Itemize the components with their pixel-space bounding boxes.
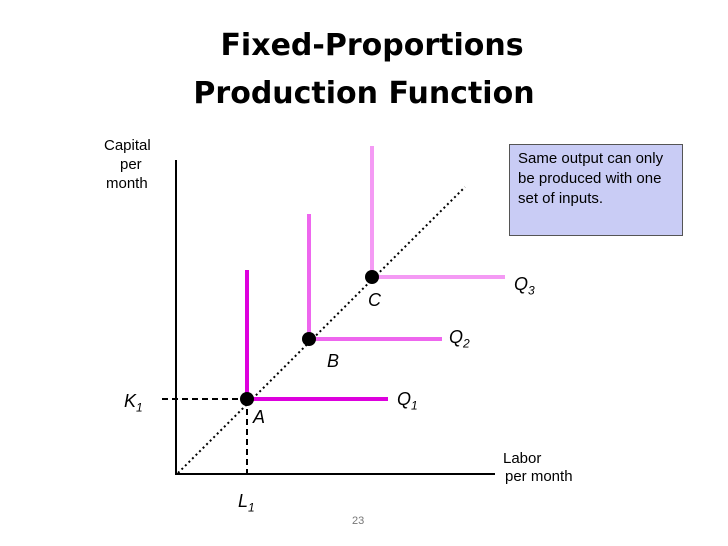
- q1-label: Q1: [397, 389, 418, 413]
- point-a-label: A: [253, 407, 266, 427]
- point-b-label: B: [327, 351, 340, 371]
- l1-letter: L: [238, 491, 249, 511]
- point-b: [302, 332, 316, 346]
- k1-letter: K: [124, 391, 137, 411]
- y-axis-label-line-2: per: [120, 156, 142, 173]
- point-a: [240, 392, 254, 406]
- point-c: [365, 270, 379, 284]
- l1-label: L1: [238, 491, 255, 515]
- x-axis-label: Labor per month: [500, 450, 573, 486]
- q1-subscript: 1: [411, 398, 418, 413]
- isoquant-q3: [370, 146, 505, 279]
- x-axis-label-line-1: Labor: [503, 450, 542, 467]
- q3-subscript: 3: [528, 283, 535, 298]
- y-axis-label-line-1: Capital: [104, 137, 151, 154]
- l1-subscript: 1: [248, 500, 255, 515]
- x-axis-label-line-2: per month: [505, 468, 573, 485]
- page-number: 23: [352, 515, 365, 527]
- y-axis-label: Capital per month: [104, 136, 164, 193]
- q3-label: Q3: [514, 274, 535, 298]
- q2-subscript: 2: [463, 336, 470, 351]
- expansion-ray: [177, 186, 466, 474]
- q2-label: Q2: [449, 327, 470, 351]
- q3-letter: Q: [514, 274, 529, 294]
- point-c-label: C: [368, 290, 381, 310]
- k1-label: K1: [124, 391, 143, 415]
- q2-letter: Q: [449, 327, 464, 347]
- q1-letter: Q: [397, 389, 412, 409]
- title-line-2: Production Function: [193, 76, 535, 111]
- title-line-1: Fixed-Proportions: [220, 28, 524, 63]
- k1-subscript: 1: [136, 400, 143, 415]
- note-box: Same output can only be produced with on…: [509, 144, 683, 236]
- y-axis-label-line-3: month: [106, 175, 148, 192]
